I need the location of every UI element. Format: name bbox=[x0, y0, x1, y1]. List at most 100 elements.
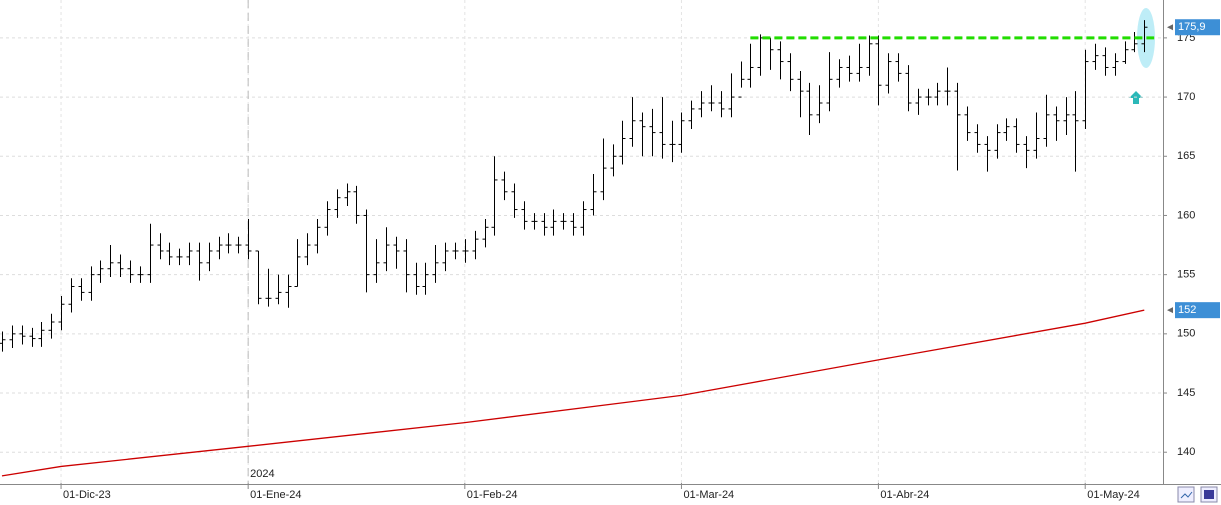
ohlc-bar bbox=[275, 274, 282, 305]
ohlc-bar bbox=[314, 219, 321, 254]
ohlc-bar bbox=[78, 278, 85, 301]
price-tag bbox=[1175, 302, 1220, 319]
ohlc-bar bbox=[885, 53, 892, 94]
ohlc-bar bbox=[452, 242, 459, 260]
ohlc-bar bbox=[659, 97, 666, 159]
y-tick-label: 160 bbox=[1177, 209, 1195, 221]
ohlc-bar bbox=[787, 53, 794, 92]
ohlc-bar bbox=[1072, 91, 1079, 172]
ohlc-bar bbox=[422, 262, 429, 295]
ohlc-bar bbox=[225, 233, 232, 254]
ohlc-bar bbox=[58, 295, 65, 331]
ohlc-bar bbox=[718, 91, 725, 118]
ohlc-bar bbox=[482, 219, 489, 248]
ohlc-bar bbox=[304, 233, 311, 266]
ohlc-bar bbox=[38, 322, 45, 347]
ohlc-bar bbox=[413, 262, 420, 295]
ohlc-bar bbox=[1112, 53, 1119, 76]
ohlc-bar bbox=[147, 223, 154, 283]
ohlc-bar bbox=[797, 71, 804, 118]
ohlc-bar bbox=[866, 35, 873, 76]
ohlc-bar bbox=[1053, 106, 1060, 141]
ohlc-bar bbox=[1092, 43, 1099, 70]
ohlc-bar bbox=[550, 209, 557, 236]
ohlc-bar bbox=[501, 171, 508, 201]
ohlc-bar bbox=[836, 59, 843, 88]
ohlc-bar bbox=[1082, 49, 1089, 130]
ohlc-bar bbox=[560, 213, 567, 230]
ohlc-bar bbox=[678, 112, 685, 153]
ohlc-bar bbox=[816, 85, 823, 124]
x-tick-label: 01-Ene-24 bbox=[250, 489, 301, 501]
price-tag-label: 152 bbox=[1178, 304, 1196, 316]
ohlc-bar bbox=[531, 213, 538, 230]
ohlc-bar bbox=[925, 88, 932, 106]
ohlc-bar bbox=[245, 219, 252, 260]
ohlc-bar bbox=[0, 331, 6, 352]
ohlc-bar bbox=[954, 82, 961, 171]
ohlc-bar bbox=[393, 236, 400, 269]
ohlc-bar bbox=[511, 183, 518, 218]
ohlc-bar bbox=[688, 100, 695, 130]
ohlc-bar bbox=[619, 120, 626, 165]
ohlc-bar bbox=[403, 239, 410, 293]
ohlc-bar bbox=[107, 245, 114, 278]
y-tick-label: 145 bbox=[1177, 387, 1195, 399]
price-tag bbox=[1175, 19, 1220, 36]
ohlc-bar bbox=[462, 239, 469, 263]
ohlc-bar bbox=[166, 242, 173, 266]
ohlc-bar bbox=[856, 43, 863, 82]
ohlc-bar bbox=[600, 138, 607, 201]
ohlc-bar bbox=[728, 73, 735, 118]
ohlc-bar bbox=[363, 209, 370, 293]
ohlc-bar bbox=[875, 35, 882, 106]
ohlc-bar bbox=[974, 124, 981, 153]
ohlc-bar bbox=[88, 266, 95, 301]
ohlc-bar bbox=[216, 236, 223, 260]
ohlc-bar bbox=[324, 201, 331, 236]
ohlc-bar bbox=[639, 112, 646, 157]
ohlc-bar bbox=[196, 242, 203, 281]
ohlc-bar bbox=[826, 52, 833, 112]
ohlc-bar bbox=[344, 183, 351, 206]
y-tick-label: 140 bbox=[1177, 446, 1195, 458]
ohlc-bar bbox=[186, 242, 193, 266]
price-tag-pointer bbox=[1167, 307, 1173, 314]
ohlc-bar bbox=[934, 82, 941, 106]
ohlc-bar bbox=[235, 236, 242, 254]
ohlc-bar bbox=[570, 213, 577, 236]
ohlc-bar bbox=[521, 201, 528, 230]
ohlc-bar bbox=[265, 268, 272, 307]
ohlc-bar bbox=[994, 124, 1001, 159]
ohlc-bar bbox=[472, 230, 479, 260]
y-tick-label: 155 bbox=[1177, 269, 1195, 281]
ohlc-bar bbox=[580, 201, 587, 236]
ohlc-bar bbox=[649, 108, 656, 157]
ohlc-bar bbox=[373, 239, 380, 283]
ohlc-bar bbox=[294, 239, 301, 287]
ohlc-bar bbox=[29, 327, 36, 347]
y-tick-label: 165 bbox=[1177, 150, 1195, 162]
ohlc-bar bbox=[738, 61, 745, 98]
ohlc-bar bbox=[255, 250, 262, 305]
ohlc-bar bbox=[48, 313, 55, 339]
ohlc-bar bbox=[285, 274, 292, 308]
ohlc-bar bbox=[176, 248, 183, 266]
ohlc-bar bbox=[432, 245, 439, 283]
ohlc-bar bbox=[157, 233, 164, 260]
x-tick-label: 01-Feb-24 bbox=[467, 489, 518, 501]
ohlc-bar bbox=[669, 120, 676, 163]
moving-average-line bbox=[1, 309, 1145, 477]
ohlc-bar bbox=[127, 260, 134, 283]
price-tag-label: 175,9 bbox=[1178, 21, 1206, 33]
ohlc-bar bbox=[1023, 136, 1030, 169]
ohlc-bar bbox=[383, 227, 390, 272]
y-tick-label: 150 bbox=[1177, 328, 1195, 340]
ohlc-bar bbox=[442, 242, 449, 272]
ohlc-bar bbox=[97, 260, 104, 283]
x-tick-label: 01-Mar-24 bbox=[683, 489, 734, 501]
x-tick-label: 01-Abr-24 bbox=[880, 489, 929, 501]
